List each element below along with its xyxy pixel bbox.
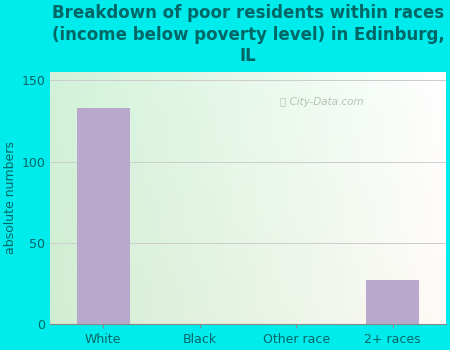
Bar bbox=[76, 108, 130, 324]
Y-axis label: absolute numbers: absolute numbers bbox=[4, 142, 17, 254]
Text: ⓘ City-Data.com: ⓘ City-Data.com bbox=[279, 97, 363, 107]
Bar bbox=[366, 280, 419, 324]
Title: Breakdown of poor residents within races
(income below poverty level) in Edinbur: Breakdown of poor residents within races… bbox=[52, 4, 444, 65]
